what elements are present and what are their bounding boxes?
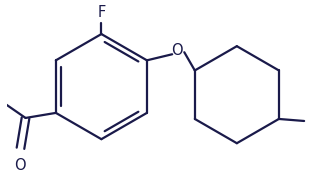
Text: O: O <box>14 158 25 173</box>
Text: O: O <box>171 43 183 58</box>
Text: F: F <box>97 5 106 20</box>
